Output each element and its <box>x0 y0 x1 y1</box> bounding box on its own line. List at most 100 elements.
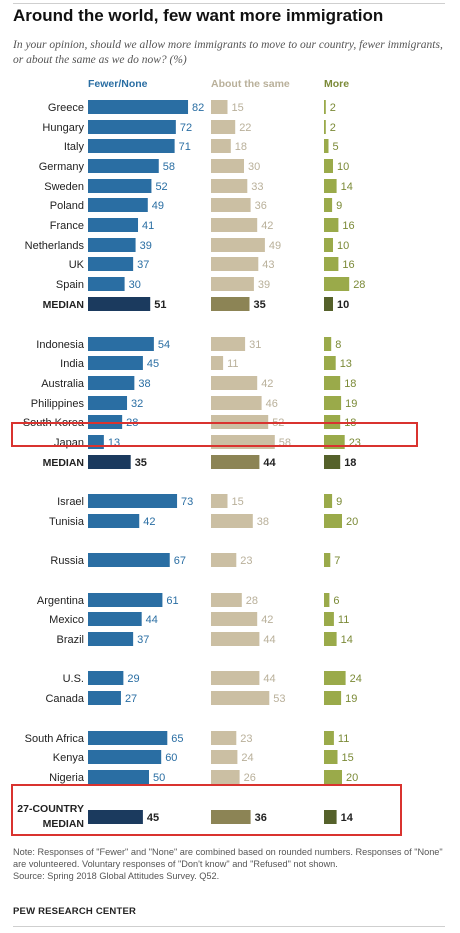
more-bar-greece <box>324 100 326 114</box>
row-label-netherlands: Netherlands <box>25 240 85 252</box>
same-value-italy: 18 <box>235 141 247 153</box>
fewer-value-u-s-: 29 <box>127 673 139 685</box>
same-value-greece: 15 <box>232 102 244 114</box>
fewer-value-italy: 71 <box>179 141 191 153</box>
more-bar-argentina <box>324 593 330 607</box>
row-label-uk: UK <box>69 259 85 271</box>
row-label-argentina: Argentina <box>37 595 85 607</box>
more-bar-indonesia <box>324 337 332 351</box>
same-bar-median <box>211 297 250 311</box>
more-bar-france <box>324 218 339 232</box>
fewer-value-mexico: 44 <box>146 614 158 626</box>
fewer-bar-india <box>88 356 143 370</box>
same-bar-italy <box>211 139 231 153</box>
row-label-greece: Greece <box>48 102 84 114</box>
more-bar-nigeria <box>324 770 342 784</box>
same-value-nigeria: 26 <box>244 772 256 784</box>
same-bar-argentina <box>211 593 242 607</box>
same-bar-philippines <box>211 396 262 410</box>
fewer-value-philippines: 32 <box>131 398 143 410</box>
row-label-germany: Germany <box>39 161 85 173</box>
same-value-median: 44 <box>263 457 276 469</box>
more-value-u-s-: 24 <box>350 673 362 685</box>
same-value-france: 42 <box>261 220 273 232</box>
fewer-bar-netherlands <box>88 238 136 252</box>
same-value-hungary: 22 <box>239 122 251 134</box>
fewer-value-27-country-median: 45 <box>147 812 159 824</box>
global-median-highlight-box <box>11 784 402 836</box>
fewer-bar-brazil <box>88 632 134 646</box>
fewer-bar-canada <box>88 691 121 705</box>
same-bar-greece <box>211 100 228 114</box>
same-bar-uk <box>211 257 259 271</box>
fewer-bar-uk <box>88 257 134 271</box>
row-label-sweden: Sweden <box>44 181 84 193</box>
fewer-value-israel: 73 <box>181 496 193 508</box>
row-label-philippines: Philippines <box>31 398 85 410</box>
fewer-bar-italy <box>88 139 175 153</box>
row-label-india: India <box>60 358 85 370</box>
same-bar-sweden <box>211 179 248 193</box>
bottom-rule <box>13 926 445 927</box>
more-bar-russia <box>324 553 331 567</box>
row-label-russia: Russia <box>50 555 85 567</box>
fewer-value-hungary: 72 <box>180 122 192 134</box>
more-bar-hungary <box>324 120 326 134</box>
more-value-tunisia: 20 <box>346 516 358 528</box>
fewer-bar-indonesia <box>88 337 154 351</box>
more-value-italy: 5 <box>333 141 339 153</box>
fewer-bar-nigeria <box>88 770 149 784</box>
fewer-value-france: 41 <box>142 220 154 232</box>
more-bar-uk <box>324 257 339 271</box>
fewer-bar-france <box>88 218 139 232</box>
more-bar-spain <box>324 277 350 291</box>
more-bar-israel <box>324 494 333 508</box>
same-value-canada: 53 <box>273 693 285 705</box>
same-value-israel: 15 <box>232 496 244 508</box>
more-value-greece: 2 <box>330 102 336 114</box>
fewer-bar-tunisia <box>88 514 140 528</box>
row-label-nigeria: Nigeria <box>49 772 85 784</box>
same-bar-nigeria <box>211 770 240 784</box>
more-value-argentina: 6 <box>333 595 339 607</box>
more-value-israel: 9 <box>336 496 342 508</box>
fewer-value-kenya: 60 <box>165 752 177 764</box>
more-value-australia: 18 <box>344 378 356 390</box>
fewer-bar-greece <box>88 100 189 114</box>
same-value-tunisia: 38 <box>257 516 269 528</box>
same-bar-spain <box>211 277 254 291</box>
footnote: Note: Responses of "Fewer" and "None" ar… <box>13 846 453 882</box>
fewer-bar-south-africa <box>88 731 168 745</box>
row-label-france: France <box>50 220 84 232</box>
same-bar-russia <box>211 553 237 567</box>
more-value-south-africa: 11 <box>338 733 349 745</box>
fewer-value-indonesia: 54 <box>158 339 170 351</box>
fewer-bar-27-country-median <box>88 810 143 824</box>
same-bar-median <box>211 455 260 469</box>
row-label-kenya: Kenya <box>53 752 85 764</box>
fewer-bar-israel <box>88 494 178 508</box>
same-value-27-country-median: 36 <box>255 812 267 824</box>
row-label-australia: Australia <box>41 378 85 390</box>
fewer-value-poland: 49 <box>152 200 164 212</box>
same-value-south-africa: 23 <box>240 733 252 745</box>
same-value-brazil: 44 <box>263 634 275 646</box>
row-label-israel: Israel <box>57 496 84 508</box>
same-value-poland: 36 <box>255 200 267 212</box>
same-value-uk: 43 <box>262 259 274 271</box>
same-bar-brazil <box>211 632 260 646</box>
fewer-bar-poland <box>88 198 148 212</box>
fewer-value-argentina: 61 <box>166 595 178 607</box>
note-text: Note: Responses of "Fewer" and "None" ar… <box>13 847 443 869</box>
same-value-india: 11 <box>227 358 238 370</box>
more-bar-mexico <box>324 612 334 626</box>
same-value-netherlands: 49 <box>269 240 281 252</box>
legend-same: About the same <box>211 78 290 90</box>
same-bar-india <box>211 356 224 370</box>
more-value-germany: 10 <box>337 161 349 173</box>
same-value-kenya: 24 <box>241 752 253 764</box>
fewer-value-greece: 82 <box>192 102 204 114</box>
top-rule <box>13 3 445 4</box>
more-value-brazil: 14 <box>341 634 353 646</box>
fewer-bar-russia <box>88 553 170 567</box>
